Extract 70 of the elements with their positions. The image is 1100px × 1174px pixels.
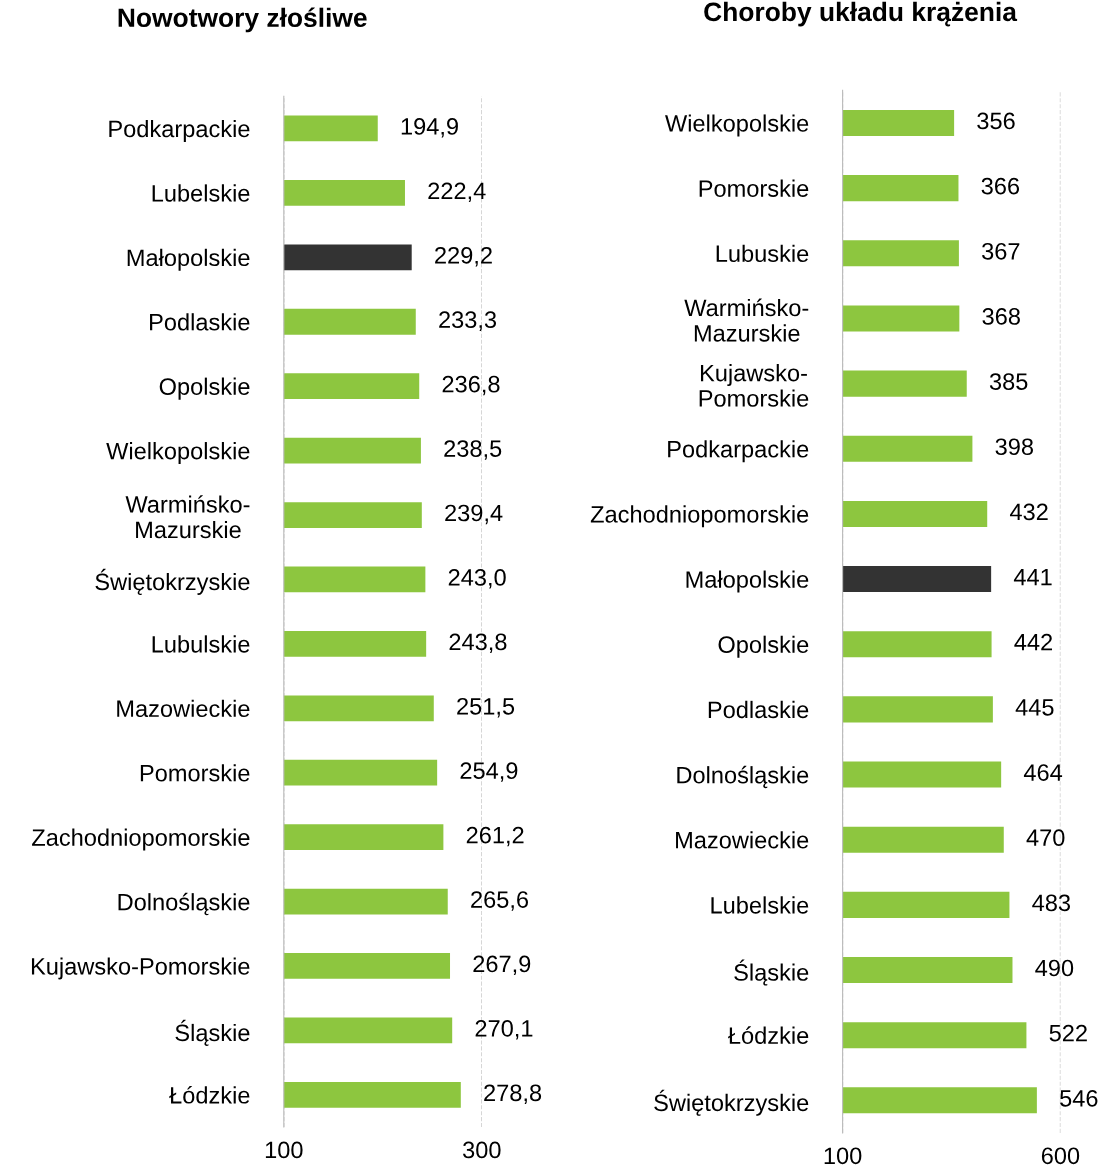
y-tick-label: Małopolskie <box>127 248 250 271</box>
data-label: 470 <box>1026 829 1065 847</box>
data-label: 278,8 <box>484 1084 542 1104</box>
y-tick-label: Podkarpackie <box>668 440 809 463</box>
data-label: 432 <box>1009 503 1048 521</box>
y-tick-label: Małopolskie <box>686 570 809 593</box>
y-tick-label: Lubulskie <box>152 635 250 653</box>
data-label: 243,0 <box>448 569 506 589</box>
data-label: 442 <box>1014 633 1053 651</box>
y-tick-label: Mazowieckie <box>676 831 809 849</box>
x-tick-label: 100 <box>824 1147 862 1165</box>
y-tick-label: Zachodniopomorskie <box>32 828 250 851</box>
data-label: 229,2 <box>435 246 492 267</box>
y-tick-label: Śląskie <box>734 959 809 986</box>
y-tick-label: Wielkopolskie <box>106 442 250 465</box>
data-label: 441 <box>1013 568 1052 586</box>
data-label: 483 <box>1032 894 1071 912</box>
data-label: 243,8 <box>449 633 507 653</box>
y-tick-label: Pomorskie <box>699 179 809 197</box>
data-label: 490 <box>1035 959 1074 977</box>
data-label: 367 <box>982 242 1020 260</box>
y-tick-label: Kujawsko-Pomorskie <box>31 957 250 980</box>
data-label: 238,5 <box>444 440 502 460</box>
data-label: 254,9 <box>460 762 518 782</box>
data-label: 267,9 <box>473 955 531 976</box>
y-tick-label: Opolskie <box>718 635 809 658</box>
data-label: 546 <box>1060 1089 1098 1107</box>
chart-title: Choroby układu krążenia <box>704 1 1018 27</box>
y-tick-label: Wielkopolskie <box>665 114 809 137</box>
x-tick-label: 300 <box>463 1141 501 1159</box>
y-tick-label: Łódzkie <box>169 1086 250 1104</box>
y-tick-label: Lubelskie <box>711 896 809 914</box>
y-tick-label: Zachodniopomorskie <box>590 505 809 528</box>
data-label: 464 <box>1023 764 1063 781</box>
y-tick-label: Dolnośląskie <box>118 892 250 916</box>
data-label: 366 <box>981 177 1020 195</box>
y-tick-label: Opolskie <box>159 377 250 400</box>
y-tick-label: Lubuskie <box>716 244 809 263</box>
data-label: 398 <box>995 438 1033 456</box>
data-label: 385 <box>989 373 1028 390</box>
data-label: 522 <box>1049 1024 1087 1042</box>
y-tick-label: Dolnośląskie <box>677 765 809 789</box>
data-label: 236,8 <box>442 375 500 396</box>
data-label: 445 <box>1015 699 1054 716</box>
data-label: 233,3 <box>439 311 497 331</box>
data-label: 356 <box>977 112 1015 130</box>
y-tick-label: Warmińsko- Mazurskie <box>125 495 250 539</box>
y-tick-label: Łódzkie <box>728 1026 809 1044</box>
y-tick-label: Podlaskie <box>708 700 809 719</box>
y-tick-label: Podkarpackie <box>109 119 250 142</box>
y-tick-label: Warmińsko- Mazurskie <box>684 298 809 342</box>
chart-title: Nowotwory złośliwe <box>118 7 367 33</box>
y-tick-label: Kujawsko- Pomorskie <box>699 364 809 407</box>
y-tick-label: Świętokrzyskie <box>95 568 250 595</box>
data-label: 239,4 <box>445 504 503 525</box>
data-label: 368 <box>982 308 1020 325</box>
data-label: 270,1 <box>475 1020 533 1040</box>
data-label: 194,9 <box>401 118 458 138</box>
y-tick-label: Świętokrzyskie <box>654 1089 809 1116</box>
y-tick-label: Mazowieckie <box>117 699 250 718</box>
y-tick-label: Pomorskie <box>140 764 250 782</box>
y-tick-label: Lubelskie <box>152 184 250 202</box>
data-label: 222,4 <box>428 182 486 203</box>
data-label: 251,5 <box>457 697 515 718</box>
y-tick-label: Śląskie <box>175 1019 250 1046</box>
x-tick-label: 100 <box>265 1141 303 1159</box>
data-label: 265,6 <box>471 891 529 911</box>
y-tick-label: Podlaskie <box>150 313 250 331</box>
x-tick-label: 600 <box>1041 1147 1080 1165</box>
data-label: 261,2 <box>466 826 524 847</box>
